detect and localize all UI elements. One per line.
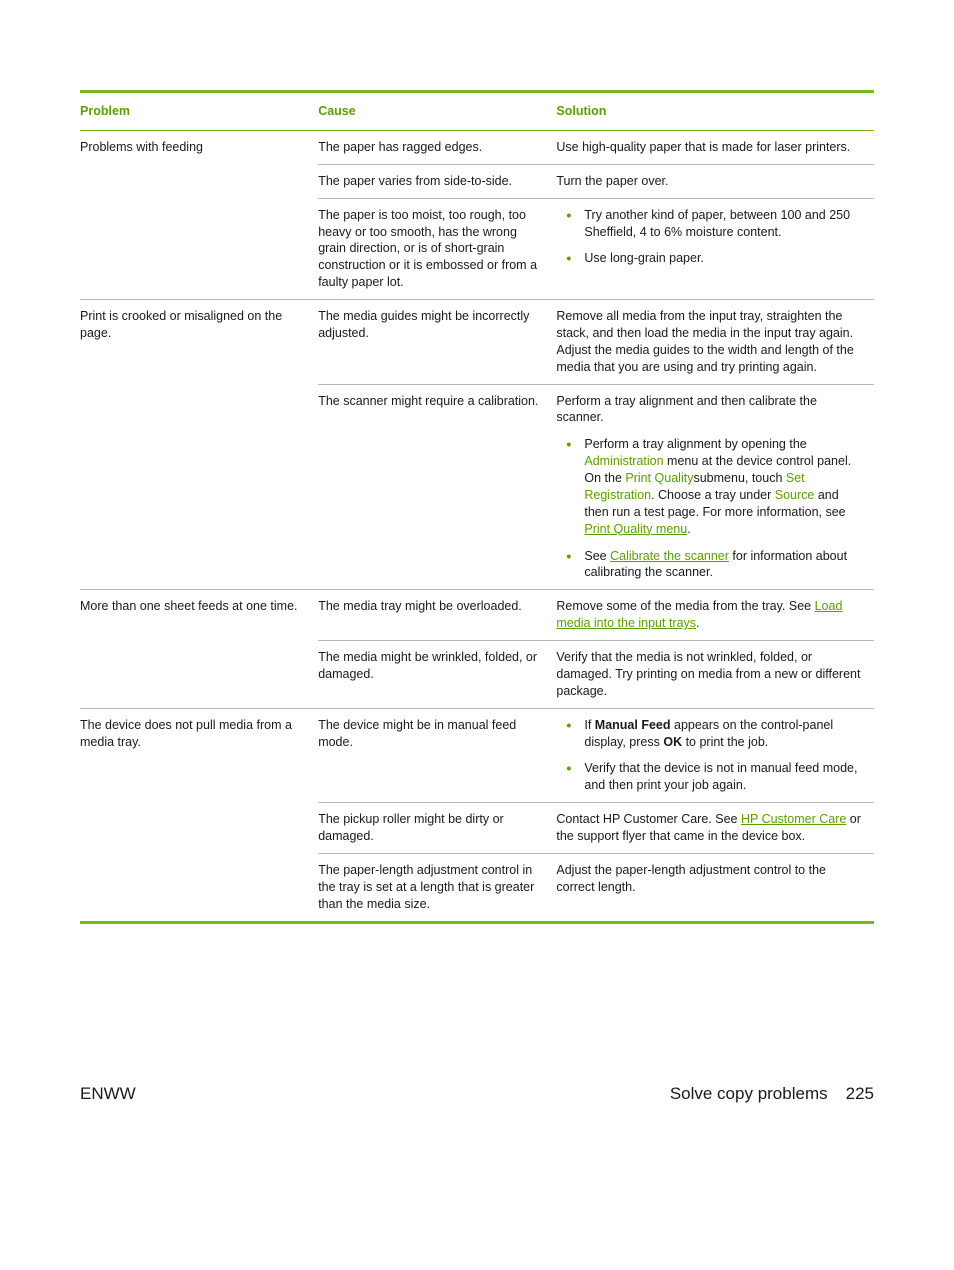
cell-solution: Contact HP Customer Care. See HP Custome… [556,803,874,854]
cell-cause: The pickup roller might be dirty or dama… [318,803,556,854]
cell-cause: The scanner might require a calibration. [318,384,556,590]
cell-solution: Perform a tray alignment and then calibr… [556,384,874,590]
cell-solution: If Manual Feed appears on the control-pa… [556,708,874,803]
cell-problem: Print is crooked or misaligned on the pa… [80,300,318,385]
document-page: Problem Cause Solution Problems with fee… [0,0,954,1164]
term-print-quality: Print Quality [625,471,693,485]
table-row: Problems with feeding The paper has ragg… [80,130,874,164]
text-part: to print the job. [682,735,768,749]
cell-problem-empty [80,198,318,299]
table-row: The scanner might require a calibration.… [80,384,874,590]
text-part: . [687,522,690,536]
cell-cause: The media guides might be incorrectly ad… [318,300,556,385]
page-footer: ENWW Solve copy problems 225 [80,1084,874,1104]
text-part: Perform a tray alignment by opening the [584,437,806,451]
cell-problem-empty [80,384,318,590]
table-row: The media might be wrinkled, folded, or … [80,641,874,709]
term-administration: Administration [584,454,663,468]
solution-list: Perform a tray alignment by opening the … [556,436,862,581]
cell-solution: Try another kind of paper, between 100 a… [556,198,874,299]
text-part: submenu, touch [693,471,785,485]
cell-cause: The media tray might be overloaded. [318,590,556,641]
list-item: Try another kind of paper, between 100 a… [584,207,862,241]
table-row: Print is crooked or misaligned on the pa… [80,300,874,385]
list-item: See Calibrate the scanner for informatio… [584,548,862,582]
cell-solution: Verify that the media is not wrinkled, f… [556,641,874,709]
text-part: Contact HP Customer Care. See [556,812,741,826]
solution-list: Try another kind of paper, between 100 a… [556,207,862,268]
cell-problem-empty [80,641,318,709]
header-solution: Solution [556,92,874,131]
table-row: The device does not pull media from a me… [80,708,874,803]
cell-problem: Problems with feeding [80,130,318,164]
cell-cause: The paper varies from side-to-side. [318,164,556,198]
text-part: If [584,718,594,732]
solution-pretext: Perform a tray alignment and then calibr… [556,393,862,427]
cell-solution: Use high-quality paper that is made for … [556,130,874,164]
link-hp-customer-care[interactable]: HP Customer Care [741,812,846,826]
cell-solution: Remove some of the media from the tray. … [556,590,874,641]
text-part: Remove some of the media from the tray. … [556,599,814,613]
cell-cause: The device might be in manual feed mode. [318,708,556,803]
header-cause: Cause [318,92,556,131]
bold-manual-feed: Manual Feed [595,718,671,732]
cell-problem: The device does not pull media from a me… [80,708,318,803]
list-item: Use long-grain paper. [584,250,862,267]
table-row: The pickup roller might be dirty or dama… [80,803,874,854]
cell-problem: More than one sheet feeds at one time. [80,590,318,641]
cell-solution: Remove all media from the input tray, st… [556,300,874,385]
footer-section-title: Solve copy problems [670,1084,828,1103]
cell-solution: Turn the paper over. [556,164,874,198]
table-row: The paper varies from side-to-side. Turn… [80,164,874,198]
table-row: The paper-length adjustment control in t… [80,853,874,922]
footer-right: Solve copy problems 225 [670,1084,874,1104]
bold-ok: OK [663,735,682,749]
cell-cause: The paper-length adjustment control in t… [318,853,556,922]
cell-problem-empty [80,853,318,922]
cell-solution: Adjust the paper-length adjustment contr… [556,853,874,922]
cell-problem-empty [80,803,318,854]
footer-left: ENWW [80,1084,136,1104]
cell-cause: The paper is too moist, too rough, too h… [318,198,556,299]
page-number: 225 [846,1084,874,1103]
cell-cause: The media might be wrinkled, folded, or … [318,641,556,709]
term-source: Source [775,488,815,502]
cell-cause: The paper has ragged edges. [318,130,556,164]
troubleshooting-table: Problem Cause Solution Problems with fee… [80,90,874,924]
text-part: . Choose a tray under [651,488,775,502]
table-row: More than one sheet feeds at one time. T… [80,590,874,641]
text-part: . [696,616,699,630]
table-row: The paper is too moist, too rough, too h… [80,198,874,299]
link-print-quality-menu[interactable]: Print Quality menu [584,522,687,536]
link-calibrate-scanner[interactable]: Calibrate the scanner [610,549,729,563]
cell-problem-empty [80,164,318,198]
text-part: See [584,549,610,563]
list-item: If Manual Feed appears on the control-pa… [584,717,862,751]
list-item: Verify that the device is not in manual … [584,760,862,794]
header-problem: Problem [80,92,318,131]
list-item: Perform a tray alignment by opening the … [584,436,862,537]
table-header-row: Problem Cause Solution [80,92,874,131]
solution-list: If Manual Feed appears on the control-pa… [556,717,862,795]
